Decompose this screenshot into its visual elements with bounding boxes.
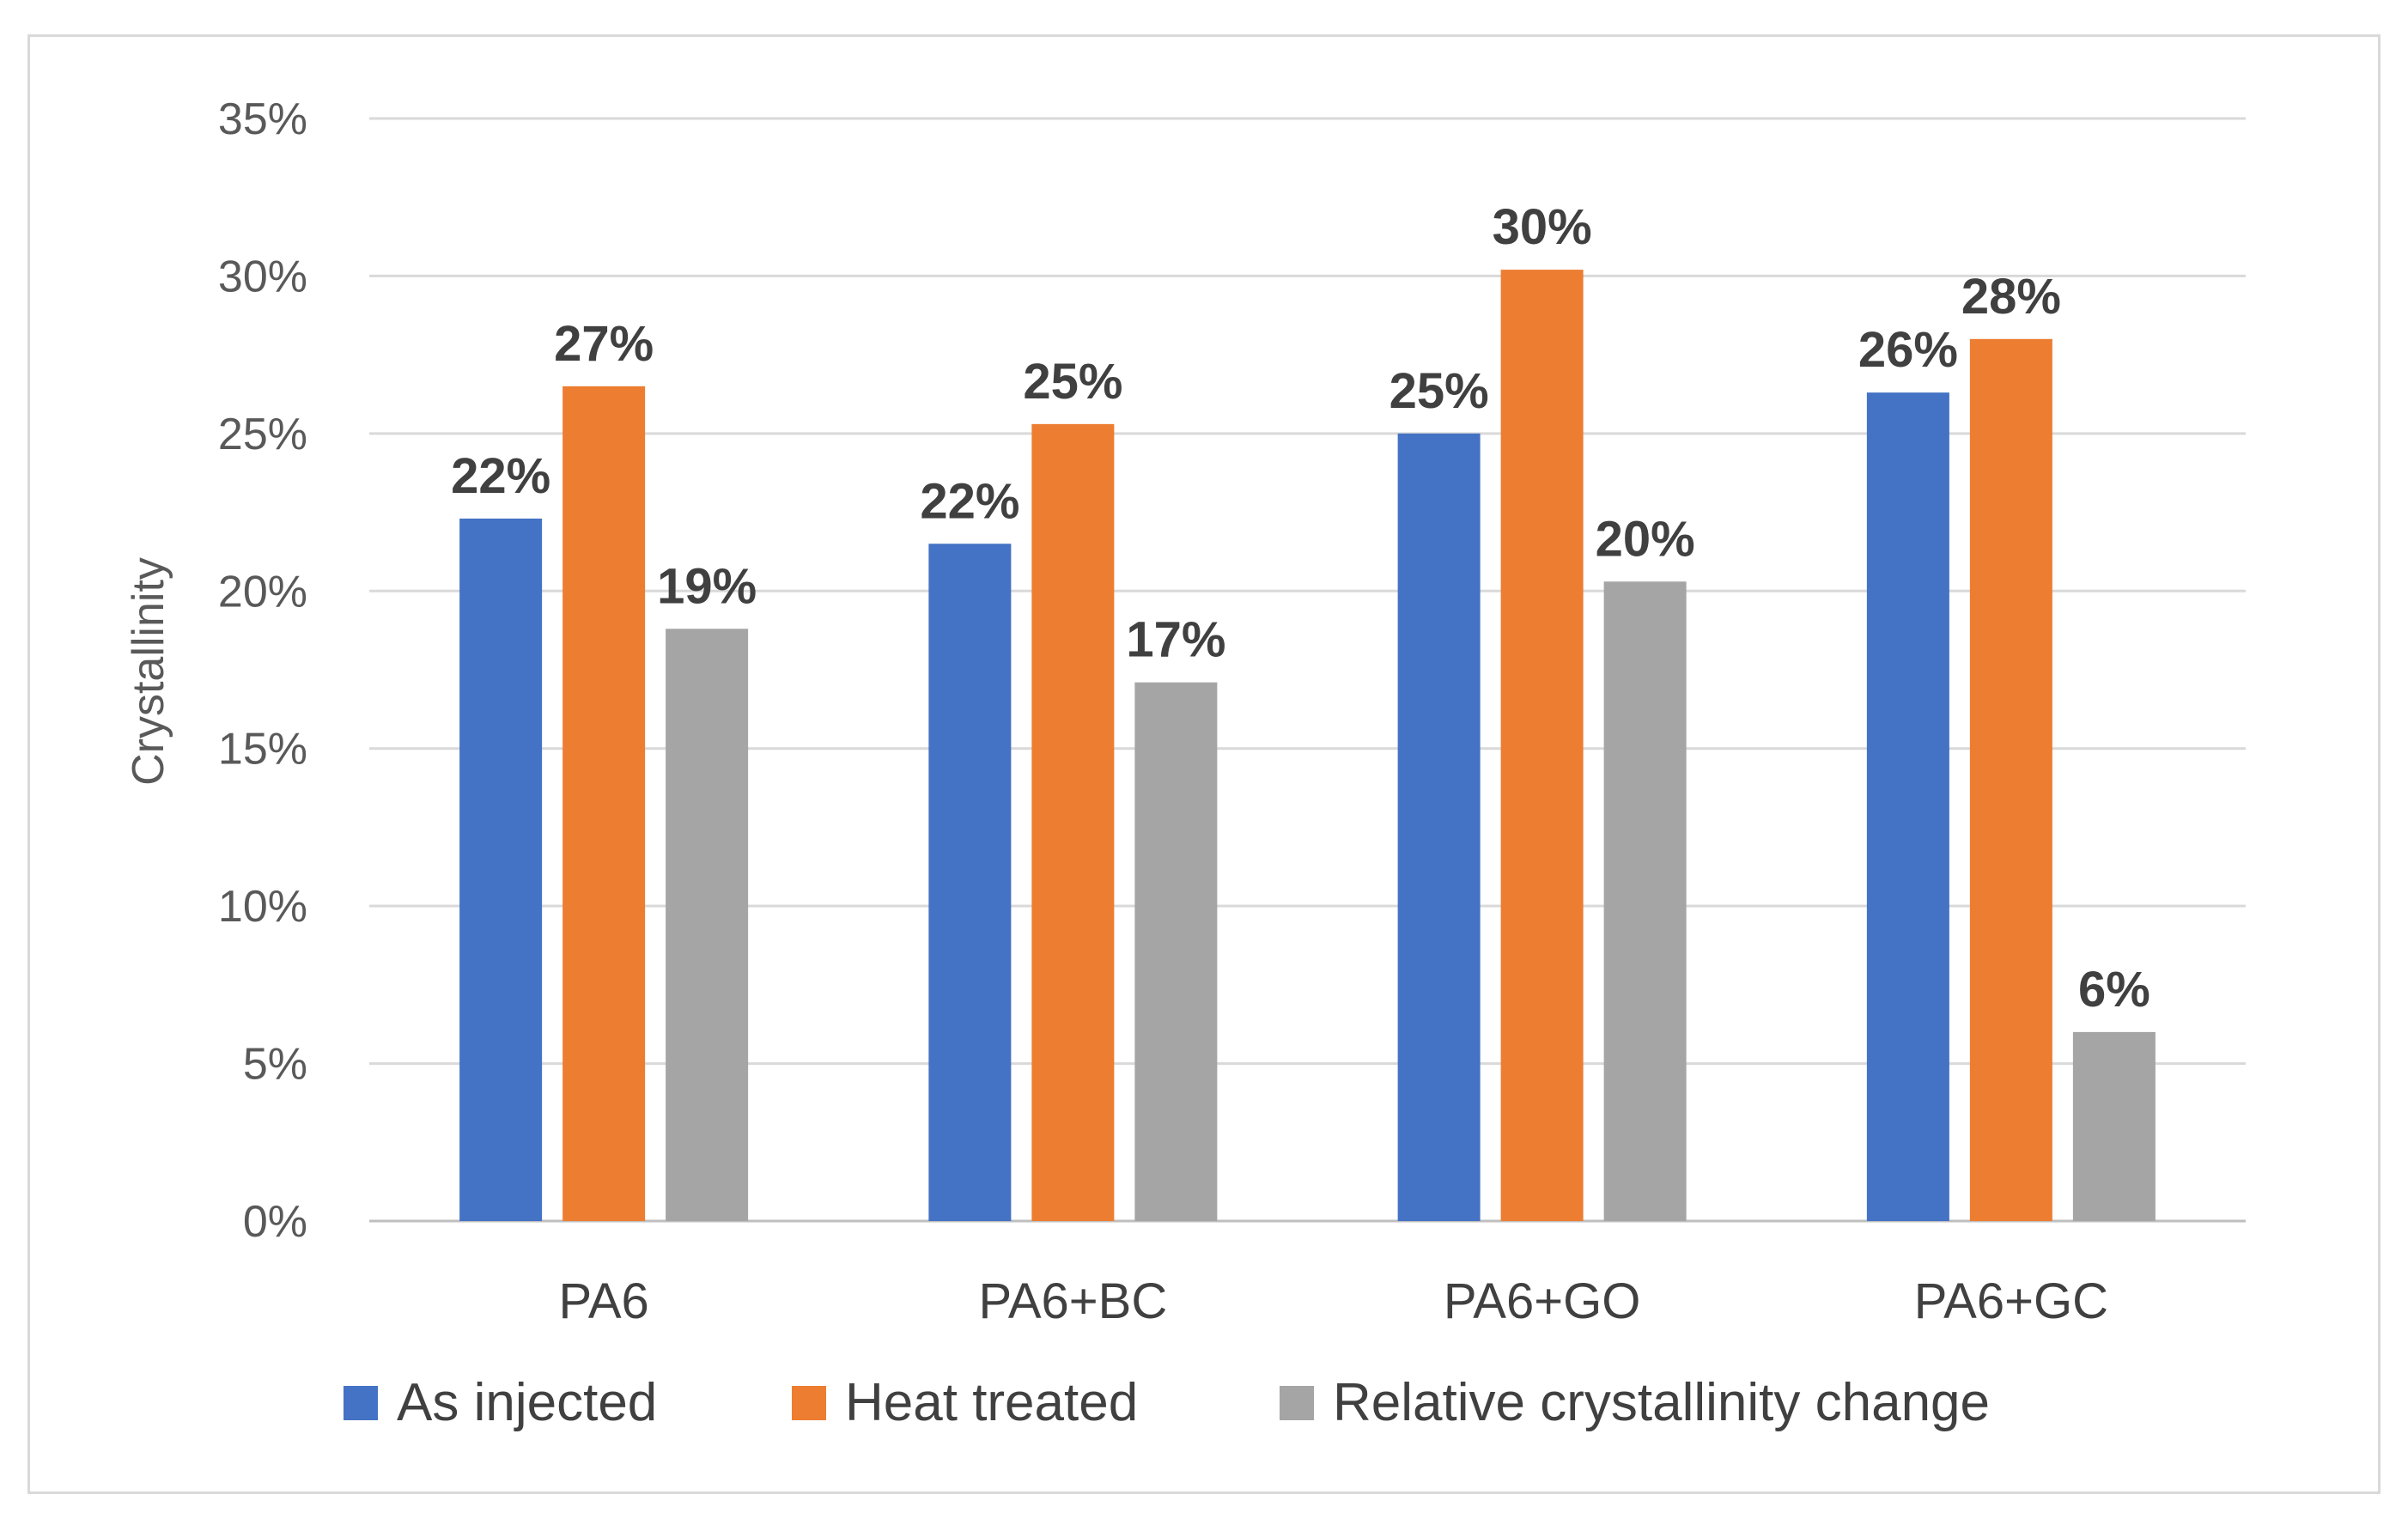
x-category-label: PA6+GC [1914, 1273, 2108, 1329]
bar-pa6-gc-series-2 [2072, 1031, 2156, 1221]
data-label: 30% [1493, 199, 1592, 255]
data-label: 6% [2078, 962, 2150, 1018]
data-label: 20% [1596, 511, 1695, 567]
data-label: 17% [1126, 612, 1225, 668]
data-label: 25% [1023, 354, 1122, 410]
y-tick-label: 15% [218, 725, 307, 775]
data-label: 27% [554, 316, 654, 372]
y-tick-label: 25% [218, 410, 307, 459]
y-tick-label: 10% [218, 882, 307, 932]
bar-pa6-series-2 [666, 629, 749, 1221]
data-label: 26% [1858, 322, 1958, 378]
bars [459, 270, 2156, 1221]
y-tick-label: 30% [218, 252, 307, 301]
bar-pa6-go-series-1 [1500, 270, 1584, 1221]
legend-label: As injected [397, 1373, 657, 1432]
legend-swatch [792, 1386, 826, 1420]
data-label: 22% [451, 448, 550, 504]
bar-pa6-go-series-2 [1603, 581, 1687, 1221]
bar-pa6-bc-series-1 [1031, 423, 1115, 1221]
y-tick-label: 0% [243, 1197, 307, 1247]
bar-pa6-bc-series-0 [928, 544, 1012, 1221]
legend: As injected Heat treated Relative crystall… [344, 1373, 1990, 1432]
bar-pa6-series-0 [459, 518, 543, 1221]
data-label: 19% [657, 558, 757, 614]
data-labels: 22% 27% 19% 22% 25% 17% 25% 30% 20% 26%28% 6% [451, 199, 2150, 1018]
bar-pa6-gc-series-1 [1969, 338, 2052, 1221]
y-tick-label: 20% [218, 567, 307, 617]
data-label: 25% [1389, 363, 1489, 419]
y-tick-label: 35% [218, 94, 307, 144]
x-category-label: PA6+GO [1444, 1273, 1640, 1329]
bar-pa6-bc-series-2 [1134, 682, 1218, 1221]
data-label: 22% [920, 473, 1019, 529]
bar-pa6-go-series-0 [1397, 433, 1481, 1221]
y-tick-label: 5% [243, 1040, 307, 1090]
bar-pa6-series-1 [562, 386, 646, 1221]
y-axis-title: Crystallinity [124, 557, 173, 786]
x-category-label: PA6+BC [978, 1273, 1167, 1329]
legend-swatch [1280, 1386, 1314, 1420]
legend-swatch [344, 1386, 378, 1420]
data-label: 28% [1961, 269, 2061, 325]
x-axis-categories: PA6 PA6+BC PA6+GO PA6+GC [558, 1273, 2108, 1329]
legend-label: Relative crystallinity change [1333, 1373, 1990, 1432]
legend-label: Heat treated [845, 1373, 1138, 1432]
x-category-label: PA6 [558, 1273, 648, 1329]
y-axis-ticks: 0% 5% 10% 15% 20% 25% 30% 35% [218, 94, 307, 1247]
bar-pa6-gc-series-0 [1866, 392, 1949, 1221]
